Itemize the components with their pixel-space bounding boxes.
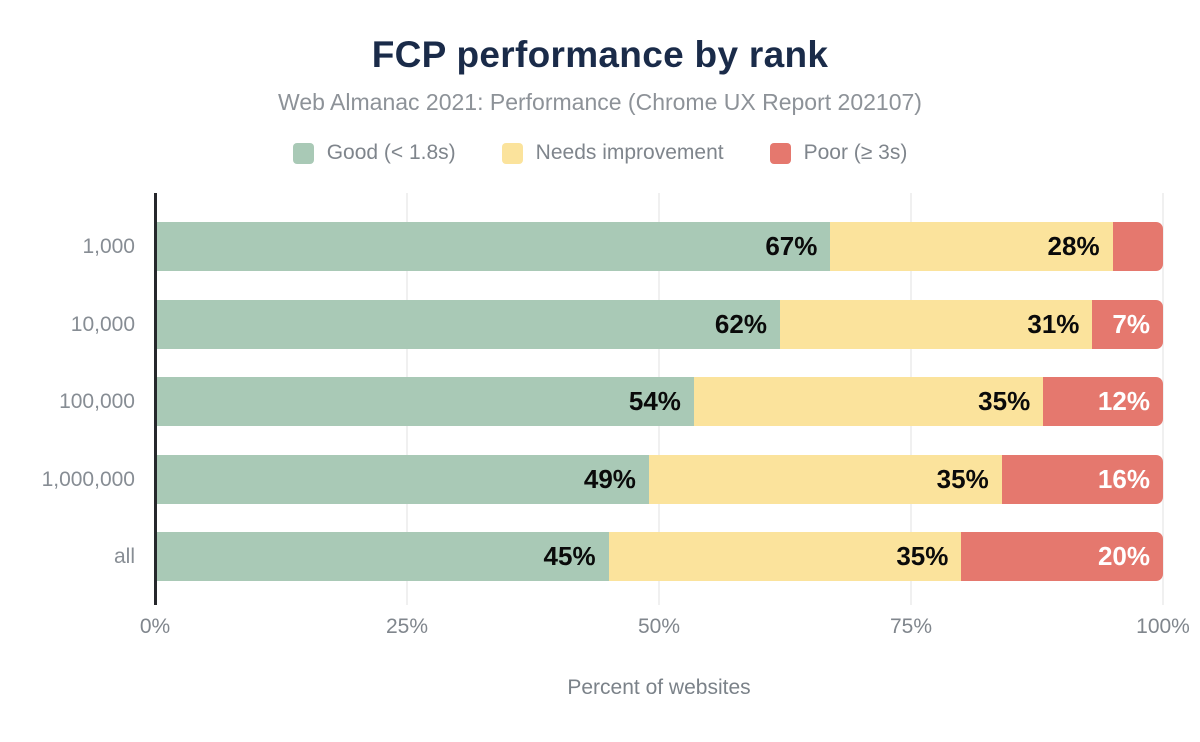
value-label-needs-improvement: 28% bbox=[1047, 231, 1100, 261]
bar-row-1-000: 67% 28% bbox=[155, 222, 1163, 271]
bar-row-1-000-000: 49% 35% 16% bbox=[155, 454, 1163, 504]
bar-segment-poor: 7% bbox=[1092, 299, 1163, 349]
legend-swatch-good bbox=[292, 142, 314, 164]
value-label-good: 45% bbox=[543, 541, 596, 571]
category-label: 1,000 bbox=[82, 235, 135, 258]
legend-item-good: Good (< 1.8s) bbox=[292, 141, 456, 165]
bar-segment-needs-improvement: 28% bbox=[830, 222, 1113, 271]
value-label-needs-improvement: 31% bbox=[1027, 308, 1080, 339]
legend-label-poor: Poor (≥ 3s) bbox=[803, 141, 908, 164]
value-label-good: 62% bbox=[714, 308, 767, 339]
x-tick-label-25: 25% bbox=[385, 615, 429, 638]
legend-item-needs-improvement: Needs improvement bbox=[501, 141, 724, 165]
x-tick-label-100: 100% bbox=[1136, 615, 1190, 638]
bar-segment-good: 54% bbox=[155, 377, 694, 426]
legend-swatch-poor bbox=[769, 142, 791, 164]
value-label-needs-improvement: 35% bbox=[936, 463, 989, 494]
bar-row-100-000: 54% 35% 12% bbox=[155, 377, 1163, 426]
legend-swatch-needs-improvement bbox=[501, 142, 523, 164]
plot-area: 67% 28% 62% 31% 7% 54% 35% 12% 49% 35% 16% 45% 35% 20… bbox=[154, 193, 1164, 605]
value-label-needs-improvement: 35% bbox=[978, 386, 1031, 416]
x-tick-label-50: 50% bbox=[637, 615, 681, 638]
bar-segment-needs-improvement: 35% bbox=[608, 532, 962, 581]
category-label: 100,000 bbox=[59, 390, 135, 413]
bar-row-all: 45% 35% 20% bbox=[155, 532, 1163, 581]
y-axis-category-labels: 1,000 10,000 100,000 1,000,000 all bbox=[0, 193, 145, 605]
value-label-poor: 7% bbox=[1112, 308, 1150, 339]
bar-segment-good: 49% bbox=[155, 454, 649, 504]
legend-label-good: Good (< 1.8s) bbox=[326, 141, 456, 164]
bar-segment-poor: 20% bbox=[961, 532, 1163, 581]
gridline-100 bbox=[1162, 193, 1164, 605]
bar-segment-needs-improvement: 35% bbox=[693, 377, 1044, 426]
value-label-needs-improvement: 35% bbox=[896, 541, 949, 571]
value-label-good: 49% bbox=[583, 463, 636, 494]
legend-item-poor: Poor (≥ 3s) bbox=[769, 141, 908, 165]
x-tick-label-0: 0% bbox=[139, 615, 171, 638]
x-tick-label-75: 75% bbox=[889, 615, 933, 638]
chart-title: FCP performance by rank bbox=[371, 34, 829, 75]
bar-segment-poor: 12% bbox=[1043, 377, 1163, 426]
value-label-poor: 16% bbox=[1097, 463, 1150, 494]
y-axis-line bbox=[154, 193, 157, 605]
legend-label-needs-improvement: Needs improvement bbox=[535, 141, 724, 164]
value-label-poor: 20% bbox=[1097, 541, 1150, 571]
category-label: 1,000,000 bbox=[41, 467, 135, 491]
value-label-good: 67% bbox=[765, 231, 818, 261]
chart-subtitle: Web Almanac 2021: Performance (Chrome UX… bbox=[278, 89, 922, 115]
value-label-good: 54% bbox=[628, 386, 681, 416]
x-axis-title: Percent of websites bbox=[567, 676, 751, 699]
bar-row-10-000: 62% 31% 7% bbox=[155, 299, 1163, 349]
bar-segment-good: 45% bbox=[155, 532, 609, 581]
x-axis-ticks: 0% 25% 50% 75% 100% bbox=[140, 615, 1190, 643]
bar-segment-good: 62% bbox=[155, 299, 780, 349]
bar-segment-needs-improvement: 35% bbox=[648, 454, 1002, 504]
category-label: 10,000 bbox=[70, 312, 135, 336]
bar-segment-good: 67% bbox=[155, 222, 831, 271]
bar-segment-poor: 16% bbox=[1001, 454, 1163, 504]
value-label-poor: 12% bbox=[1097, 386, 1150, 416]
bar-segment-needs-improvement: 31% bbox=[779, 299, 1093, 349]
legend: Good (< 1.8s) Needs improvement Poor (≥ 3s… bbox=[0, 141, 1200, 165]
category-label: all bbox=[113, 545, 135, 568]
bar-segment-poor bbox=[1112, 222, 1163, 271]
